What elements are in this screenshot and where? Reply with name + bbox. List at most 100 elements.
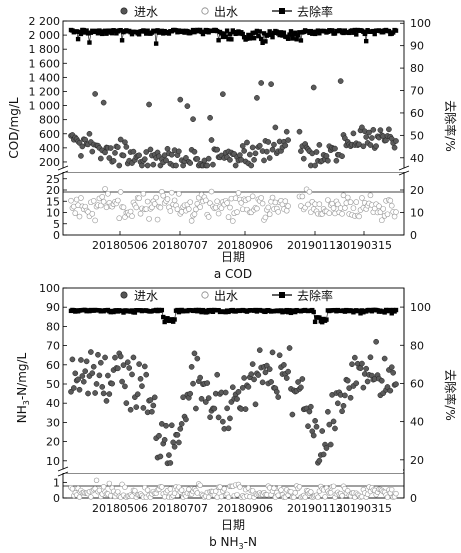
influent-point xyxy=(75,376,81,383)
effluent-point xyxy=(387,197,394,204)
effluent-point xyxy=(208,188,215,195)
effluent-point xyxy=(282,198,289,204)
effluent-point xyxy=(133,204,140,211)
influent-point xyxy=(286,345,293,351)
influent-point xyxy=(339,153,345,160)
effluent-point xyxy=(283,207,290,214)
effluent-point xyxy=(78,195,84,201)
x-tick-label: 20180707 xyxy=(152,239,208,252)
removal-point xyxy=(85,31,91,36)
effluent-point xyxy=(76,213,83,220)
influent-point xyxy=(242,406,249,412)
influent-point xyxy=(85,390,91,397)
influent-point xyxy=(252,401,259,408)
influent-point xyxy=(393,381,399,387)
influent-point xyxy=(349,361,355,368)
influent-point xyxy=(68,388,74,395)
ylabel-suffix: -N/mg/L xyxy=(15,352,29,400)
right-tick-label: 60 xyxy=(410,377,424,390)
legend-removal-marker xyxy=(279,8,285,14)
influent-point xyxy=(360,384,367,391)
influent-point xyxy=(100,390,107,397)
influent-point xyxy=(220,418,226,425)
influent-point xyxy=(350,130,357,137)
influent-point xyxy=(137,375,144,382)
influent-point xyxy=(177,96,184,103)
effluent-point xyxy=(122,484,128,490)
removal-point xyxy=(74,29,79,34)
influent-point xyxy=(325,408,331,415)
influent-point xyxy=(388,364,395,371)
influent-point xyxy=(312,417,318,424)
legend-removal-label: 去除率 xyxy=(297,288,333,303)
influent-point xyxy=(251,376,257,383)
influent-point xyxy=(333,157,340,164)
right-tick-label: 80 xyxy=(410,62,424,75)
x-tick-label: 20180906 xyxy=(217,502,273,515)
influent-point xyxy=(150,402,157,409)
influent-point xyxy=(239,384,246,391)
ylabel-left-nh3n: NH3-N/mg/L xyxy=(15,352,31,423)
influent-point xyxy=(72,370,79,377)
left-tick-label: 60 xyxy=(46,359,60,372)
caption-cod: a COD xyxy=(214,267,252,281)
influent-point xyxy=(378,377,385,384)
right-tick-label: 60 xyxy=(410,107,424,120)
influent-point xyxy=(256,347,263,353)
influent-point xyxy=(249,361,256,367)
influent-point xyxy=(147,146,154,153)
influent-point xyxy=(264,148,270,155)
removal-point xyxy=(287,308,292,313)
effluent-point xyxy=(269,194,276,201)
removal-point xyxy=(352,27,358,33)
effluent-point xyxy=(100,484,107,490)
influent-point xyxy=(316,142,323,148)
effluent-point xyxy=(213,488,219,494)
effluent-point xyxy=(306,188,313,195)
effluent-point xyxy=(120,204,127,211)
influent-point xyxy=(215,414,222,421)
influent-point xyxy=(130,354,137,361)
effluent-point xyxy=(197,482,203,488)
influent-point xyxy=(305,423,311,430)
influent-point xyxy=(339,408,345,415)
influent-point xyxy=(78,153,84,159)
ylabel-left-cod: COD/mg/L xyxy=(7,97,21,158)
effluent-point xyxy=(92,217,98,224)
influent-point xyxy=(123,144,130,150)
effluent-point xyxy=(115,197,121,204)
influent-point xyxy=(313,149,320,155)
influent-point xyxy=(246,151,253,158)
influent-point xyxy=(266,366,273,373)
influent-point xyxy=(97,155,104,162)
influent-point xyxy=(377,127,384,133)
influent-point xyxy=(163,157,169,164)
influent-point xyxy=(393,138,399,144)
influent-point xyxy=(190,116,196,123)
removal-point xyxy=(312,319,318,325)
effluent-point xyxy=(380,206,387,212)
influent-point xyxy=(227,157,233,163)
influent-point xyxy=(252,150,259,157)
legend-influent-marker xyxy=(120,7,128,15)
effluent-point xyxy=(225,214,232,220)
influent-point xyxy=(306,408,313,415)
influent-point xyxy=(353,380,360,387)
influent-point xyxy=(106,391,113,397)
influent-point xyxy=(300,155,307,162)
axis-break-marks xyxy=(57,165,410,176)
influent-point xyxy=(150,161,157,168)
effluent-point xyxy=(254,205,260,212)
left-tick-label: 400 xyxy=(39,142,60,155)
influent-point xyxy=(102,354,108,361)
left-tick-label: 50 xyxy=(46,378,60,391)
effluent-point xyxy=(167,486,174,492)
x-tick-label: 20180506 xyxy=(92,239,148,252)
influent-point xyxy=(234,396,240,402)
effluent-point xyxy=(193,206,199,213)
left-tick-label: 10 xyxy=(46,455,60,468)
influent-point xyxy=(112,354,118,361)
influent-point xyxy=(239,143,246,149)
effluent-point xyxy=(159,484,165,490)
